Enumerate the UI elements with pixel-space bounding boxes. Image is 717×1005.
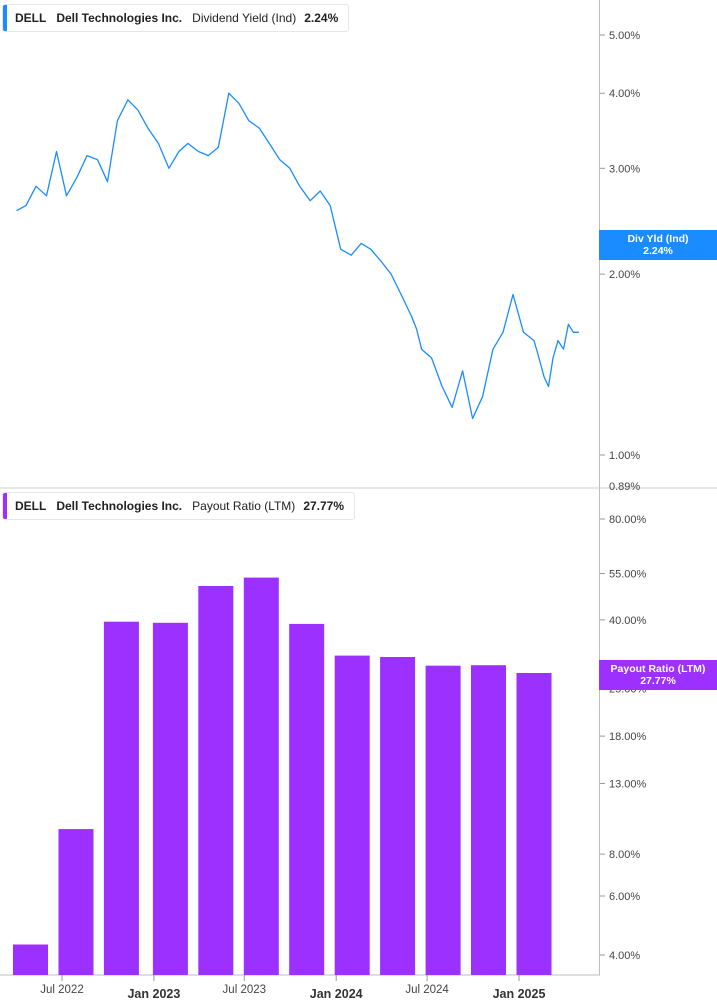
top-legend-value: 2.24% xyxy=(304,11,339,25)
x-tick-label: Jul 2022 xyxy=(40,984,83,996)
payout-ratio-bar xyxy=(243,577,279,975)
x-tick-label: Jan 2025 xyxy=(493,987,546,1001)
payout-ratio-bar xyxy=(13,944,48,975)
div-yield-value-tag: Div Yld (Ind) 2.24% xyxy=(599,230,717,260)
payout-ratio-bar xyxy=(152,622,188,975)
top-y-tick-label: 3.00% xyxy=(609,163,640,175)
top-y-tick-label: 5.00% xyxy=(609,30,640,42)
x-tick-label: Jan 2024 xyxy=(310,987,363,1001)
bottom-y-tick-label: 8.00% xyxy=(609,849,640,861)
top-legend-ticker: DELL xyxy=(15,11,47,25)
x-tick-label: Jul 2023 xyxy=(223,984,266,996)
payout-ratio-bar xyxy=(471,665,506,975)
bottom-legend-value: 27.77% xyxy=(303,499,345,513)
dividend-yield-plot xyxy=(16,92,579,420)
bottom-legend: DELL Dell Technologies Inc. Payout Ratio… xyxy=(2,492,356,520)
bottom-y-tick-label: 18.00% xyxy=(609,731,647,743)
payout-ratio-plot xyxy=(13,577,552,975)
bottom-y-tick-label: 40.00% xyxy=(609,615,647,627)
top-legend-company: Dell Technologies Inc. xyxy=(56,11,183,25)
x-tick-label: Jan 2023 xyxy=(127,987,180,1001)
top-legend: DELL Dell Technologies Inc. Dividend Yie… xyxy=(2,4,350,32)
top-legend-color-marker xyxy=(3,5,7,31)
div-yield-tag-value: 2.24% xyxy=(643,245,673,257)
top-y-tick-label: 1.00% xyxy=(609,450,640,462)
x-tick-label: Jul 2024 xyxy=(405,984,449,996)
div-yield-tag-label: Div Yld (Ind) xyxy=(627,233,689,245)
top-y-tick-label: 4.00% xyxy=(609,88,640,100)
bottom-legend-ticker: DELL xyxy=(15,499,47,513)
bottom-legend-color-marker xyxy=(3,493,7,519)
bottom-legend-metric: Payout Ratio (LTM) xyxy=(192,499,296,513)
payout-ratio-tag-value: 27.77% xyxy=(640,675,676,687)
bottom-y-tick-label: 80.00% xyxy=(609,514,647,526)
bottom-legend-company: Dell Technologies Inc. xyxy=(56,499,183,513)
payout-ratio-bar xyxy=(425,665,461,975)
bottom-y-tick-label: 6.00% xyxy=(609,891,640,903)
bottom-y-tick-label: 13.00% xyxy=(609,778,647,790)
payout-ratio-bar xyxy=(198,586,234,975)
dividend-yield-line xyxy=(16,92,579,420)
payout-ratio-bar xyxy=(334,655,370,975)
payout-ratio-bar xyxy=(103,621,139,975)
payout-ratio-bar xyxy=(289,623,325,975)
bottom-y-tick-label: 4.00% xyxy=(609,950,640,962)
bottom-y-tick-label: 55.00% xyxy=(609,569,647,581)
payout-ratio-value-tag: Payout Ratio (LTM) 27.77% xyxy=(599,660,717,690)
payout-ratio-bar xyxy=(58,829,94,975)
top-legend-metric: Dividend Yield (Ind) xyxy=(192,11,297,25)
payout-ratio-bar xyxy=(380,657,416,975)
top-y-tick-label: 2.00% xyxy=(609,269,640,281)
payout-ratio-bar xyxy=(516,673,552,975)
payout-ratio-tag-label: Payout Ratio (LTM) xyxy=(610,663,706,675)
top-y-min-label: 0.89% xyxy=(609,481,640,493)
